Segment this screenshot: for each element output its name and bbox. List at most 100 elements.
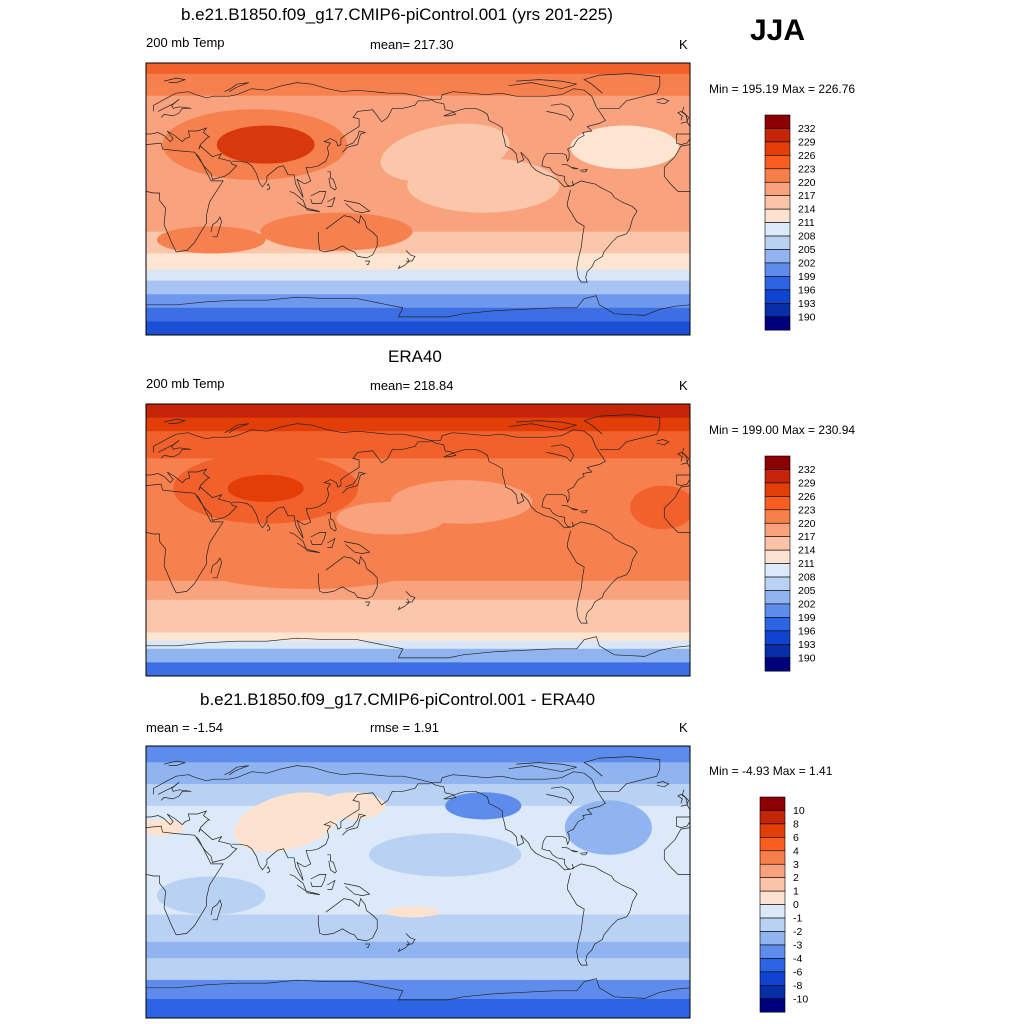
coastline	[397, 943, 410, 953]
coastline	[327, 171, 337, 191]
colorbar-tick-label: 211	[798, 558, 815, 570]
colorbar-swatch	[759, 944, 786, 959]
coastline	[561, 504, 579, 511]
coastline	[306, 207, 320, 213]
field-band	[146, 431, 690, 459]
coastline	[546, 786, 574, 804]
coastline	[153, 765, 431, 795]
colorbar-tick-label: 229	[798, 136, 816, 148]
colorbar-swatch	[764, 141, 791, 156]
colorbar-tick-label: 196	[798, 625, 816, 637]
coastline	[317, 897, 378, 942]
panel-2-map-frame	[145, 403, 691, 677]
colorbar-swatch	[764, 509, 791, 524]
field-contour	[385, 906, 440, 918]
field-contour	[320, 792, 386, 820]
panel-1-minmax: Min = 195.19 Max = 226.76	[709, 82, 856, 96]
coastline	[429, 781, 571, 871]
coastline	[289, 532, 307, 551]
coastline	[306, 890, 320, 896]
coastline	[430, 88, 606, 187]
coastline	[677, 451, 688, 465]
coastline	[195, 828, 238, 863]
colorbar-tick-label: 193	[798, 639, 816, 651]
coastline	[342, 471, 367, 494]
coastline	[153, 423, 431, 453]
colorbar-swatch	[764, 168, 791, 183]
field-band	[146, 941, 690, 959]
field-band	[146, 321, 690, 335]
coastline	[164, 418, 186, 424]
field-band	[146, 280, 690, 295]
coastline	[224, 82, 249, 93]
field-contour	[369, 833, 522, 877]
coastline	[405, 591, 416, 603]
colorbar-swatch	[764, 603, 791, 618]
coastline	[210, 899, 222, 921]
field-band	[146, 294, 690, 309]
colorbar-tick-label: 229	[798, 477, 816, 489]
colorbar-swatch	[764, 482, 791, 497]
coastline	[681, 447, 690, 468]
panel-2-title: ERA40	[388, 347, 442, 366]
coastline	[224, 423, 249, 434]
colorbar-swatch	[759, 863, 786, 878]
colorbar-swatch	[759, 931, 786, 946]
colorbar-swatch	[759, 810, 786, 825]
colorbar-swatch	[764, 155, 791, 170]
coastline	[508, 420, 577, 431]
field-contour	[227, 474, 304, 502]
coastline	[342, 813, 367, 836]
field-band	[146, 958, 690, 981]
colorbar-tick-label: 223	[798, 163, 816, 175]
coastline	[583, 756, 661, 792]
colorbar-tick-label: 214	[798, 204, 816, 216]
colorbar-tick-label: 208	[798, 572, 816, 584]
colorbar-swatch	[759, 877, 786, 892]
field-band	[146, 599, 690, 617]
coastline	[656, 781, 670, 788]
coastline	[508, 762, 577, 773]
coastline	[546, 444, 574, 462]
field-contour	[336, 501, 446, 535]
colorbar-swatch	[764, 563, 791, 578]
coastline	[546, 103, 574, 121]
field-band	[146, 762, 690, 785]
field-contour	[234, 792, 341, 852]
colorbar-tick-label: 6	[793, 832, 799, 844]
field-contour	[156, 876, 266, 915]
coastline	[656, 98, 670, 105]
colorbar-swatch	[759, 984, 786, 1000]
colorbar-swatch	[764, 536, 791, 551]
coastline	[317, 555, 378, 600]
coastline	[327, 512, 337, 532]
coastline	[365, 943, 371, 949]
colorbar-swatch	[764, 222, 791, 237]
coastline	[146, 295, 690, 318]
field-band	[146, 63, 690, 75]
panel-1-map	[146, 63, 690, 335]
colorbar-tick-label: -3	[793, 939, 802, 951]
field-band	[146, 979, 690, 1000]
colorbar-swatch	[764, 276, 791, 291]
field-contour	[564, 800, 652, 855]
coastline	[327, 854, 337, 874]
coastline	[266, 524, 271, 532]
field-band	[146, 417, 690, 432]
colorbar-swatch	[764, 208, 791, 223]
coastline	[153, 82, 431, 112]
colorbar-tick-label: 211	[798, 217, 815, 229]
colorbar-tick-label: 202	[798, 257, 816, 269]
coastline	[429, 439, 571, 529]
coastline	[677, 793, 688, 807]
coastline	[343, 200, 371, 213]
field-contour	[200, 545, 418, 589]
coastline	[327, 537, 336, 548]
field-contour	[216, 125, 315, 164]
colorbar-swatch	[764, 114, 791, 129]
colorbar-tick-label: 232	[798, 464, 816, 476]
colorbar-tick-label: 0	[793, 899, 799, 911]
coastline	[663, 144, 690, 192]
field-contour	[630, 485, 690, 530]
